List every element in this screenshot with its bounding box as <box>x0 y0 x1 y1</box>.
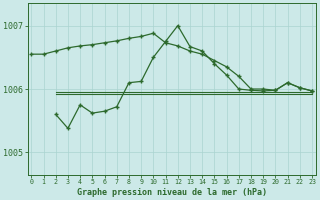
X-axis label: Graphe pression niveau de la mer (hPa): Graphe pression niveau de la mer (hPa) <box>77 188 267 197</box>
